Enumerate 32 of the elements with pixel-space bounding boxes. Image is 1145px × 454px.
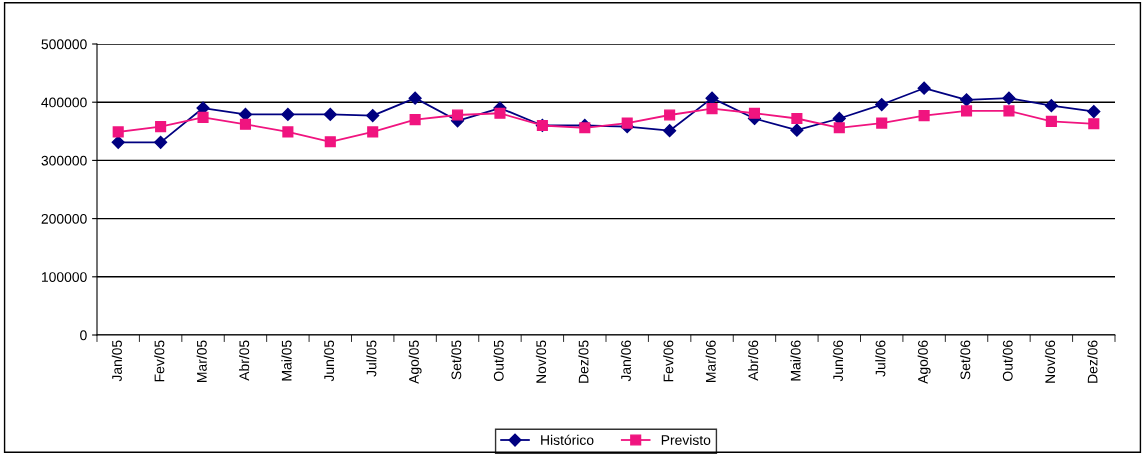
y-tick-label: 200000: [41, 213, 87, 224]
x-tick-label: Mai/05: [281, 340, 292, 381]
y-tick-label: 300000: [41, 155, 87, 166]
x-tick-label: Jun/06: [832, 340, 844, 382]
x-tick-label: Nov/06: [1044, 340, 1056, 383]
x-tick-label: Abr/05: [238, 340, 250, 381]
x-tick-label: Mar/05: [196, 340, 207, 382]
x-tick-label: Fev/06: [663, 340, 674, 382]
x-tick-label: Dez/05: [578, 340, 589, 383]
x-tick-label: Ago/06: [917, 340, 931, 384]
x-tick-label: Fev/05: [154, 340, 165, 382]
y-tick-label: 0: [80, 330, 87, 341]
x-tick-label: Set/05: [451, 340, 462, 380]
x-tick-label: Jul/06: [875, 340, 886, 377]
x-tick-label: Jun/05: [323, 340, 335, 382]
x-tick-label: Mar/06: [705, 340, 716, 382]
x-tick-label: Jan/05: [111, 340, 122, 382]
x-tick-label: Jul/05: [366, 340, 377, 377]
x-tick-label: Dez/06: [1087, 340, 1098, 383]
y-tick-label: 400000: [41, 97, 87, 108]
legend-label: Previsto: [661, 434, 711, 445]
x-tick-label: Set/06: [960, 340, 971, 380]
y-tick-label: 500000: [41, 39, 87, 50]
legend-label: Histórico: [541, 434, 594, 445]
x-tick-label: Jan/06: [620, 340, 631, 382]
x-tick-label: Ago/05: [408, 340, 422, 384]
x-tick-label: Out/06: [1002, 340, 1013, 381]
y-tick-label: 100000: [42, 272, 87, 282]
x-tick-label: Mai/06: [790, 340, 801, 381]
x-tick-label: Abr/06: [747, 340, 759, 381]
x-tick-label: Nov/05: [535, 340, 547, 383]
x-tick-label: Out/05: [493, 340, 504, 381]
